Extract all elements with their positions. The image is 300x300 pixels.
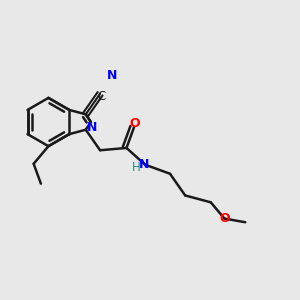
Text: N: N <box>87 121 98 134</box>
Text: N: N <box>107 69 117 82</box>
Text: O: O <box>220 212 230 225</box>
Text: N: N <box>139 158 150 171</box>
Text: C: C <box>98 90 106 103</box>
Text: H: H <box>132 160 141 173</box>
Text: O: O <box>129 117 140 130</box>
